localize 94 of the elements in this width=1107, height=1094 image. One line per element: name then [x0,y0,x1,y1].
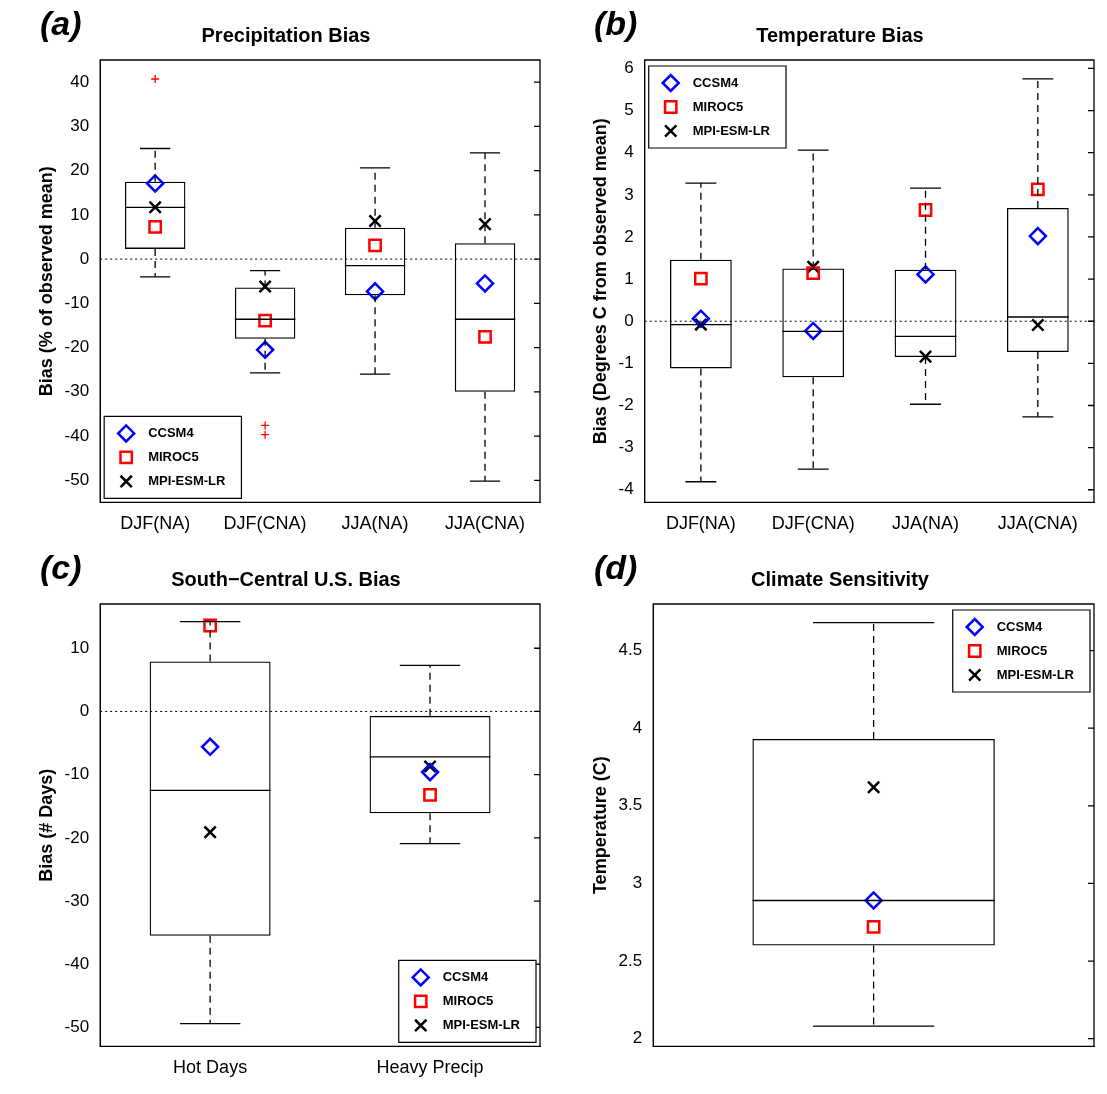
chart-title: Precipitation Bias [201,23,371,46]
y-tick-label: 4 [624,142,634,162]
legend-label: CCSM4 [996,618,1044,634]
legend-label: MPI-ESM-LR [996,666,1075,682]
point [693,271,708,286]
y-axis-title: Bias (# Days) [35,768,56,882]
y-tick-label: 4 [632,717,643,737]
point [803,321,823,341]
y-tick-label: 20 [70,160,90,180]
y-tick-label: 3.5 [618,795,643,815]
point [1028,226,1048,246]
y-tick-label: -30 [64,890,90,910]
legend-label: CCSM4 [148,424,195,440]
y-tick-label: 30 [70,116,90,136]
text: (b) [594,4,638,43]
point [1030,318,1045,332]
y-tick-label: 2 [632,1028,643,1048]
point [478,217,492,232]
legend-label: MIROC5 [442,992,494,1008]
y-tick-label: 2 [624,226,634,246]
y-tick-label: -50 [64,469,90,489]
y-tick-label: 3 [632,873,643,893]
point [200,737,220,757]
y-tick-label: -40 [64,953,90,973]
point [203,618,218,633]
y-tick-label: 0 [79,248,90,268]
text: (d) [594,548,638,587]
y-tick-label: -50 [64,1017,90,1037]
legend-label: MPI-ESM-LR [442,1016,521,1032]
x-tick-label: DJF(NA) [665,513,736,534]
y-tick-label: 2.5 [618,950,643,970]
chart-title: South−Central U.S. Bias [171,567,401,590]
y-tick-label: 0 [624,310,634,330]
point [258,313,273,328]
x-tick-label: JJA(CNA) [445,513,526,534]
point [148,219,163,234]
chart-title: Temperature Bias [756,23,924,46]
y-tick-label: -10 [64,293,90,313]
point [145,174,165,193]
y-tick-label: 6 [624,58,634,78]
legend-label: MPI-ESM-LR [148,472,227,488]
y-tick-label: 3 [624,184,634,204]
y-tick-label: -20 [64,337,90,357]
point [1030,182,1045,197]
point [918,349,933,364]
y-tick-label: -2 [618,395,634,415]
y-tick-label: 10 [70,204,90,224]
point [420,762,440,782]
point [368,214,382,228]
y-tick-label: 10 [70,637,90,657]
y-tick-label: -4 [618,479,634,499]
y-tick-label: -20 [64,827,90,847]
x-tick-label: Hot Days [173,1057,248,1078]
x-tick-label: Heavy Precip [376,1057,484,1078]
y-tick-label: 0 [79,701,90,721]
point [918,203,933,217]
x-tick-label: JJA(NA) [341,513,409,534]
x-tick-label: DJF(CNA) [771,513,855,534]
point [475,274,495,293]
point [203,825,218,840]
chart-title: Climate Sensitivity [751,567,930,590]
x-tick-label: JJA(NA) [892,513,960,534]
point [916,265,935,284]
x-tick-label: JJA(CNA) [997,513,1078,534]
point [368,238,382,253]
y-tick-label: -3 [618,437,634,457]
x-tick-label: DJF(CNA) [223,513,307,534]
y-tick-label: 5 [624,100,634,120]
point [806,266,821,281]
y-tick-label: 4.5 [618,640,643,660]
point [423,787,437,802]
point [365,282,385,301]
text: (a) [40,4,82,43]
point [258,279,273,294]
y-tick-label: -40 [64,425,90,445]
text: (c) [40,548,82,587]
x-tick-label: DJF(NA) [120,513,191,534]
legend-label: MPI-ESM-LR [692,122,771,138]
y-axis-title: Bias (Degrees C from observed mean) [589,118,610,445]
legend-label: CCSM4 [442,968,490,984]
y-tick-label: -30 [64,381,90,401]
point [478,330,492,344]
legend-label: MIROC5 [148,448,199,464]
y-tick-label: -10 [64,764,90,784]
y-tick-label: -1 [618,353,634,373]
point [691,309,711,328]
legend-label: MIROC5 [996,642,1048,658]
point [148,200,163,215]
legend-label: CCSM4 [692,74,739,90]
y-tick-label: 40 [70,71,90,91]
y-axis-title: Temperature (C) [589,756,610,895]
y-tick-label: 1 [624,268,634,288]
y-axis-title: Bias (% of observed mean) [35,166,56,397]
legend-label: MIROC5 [692,98,744,114]
